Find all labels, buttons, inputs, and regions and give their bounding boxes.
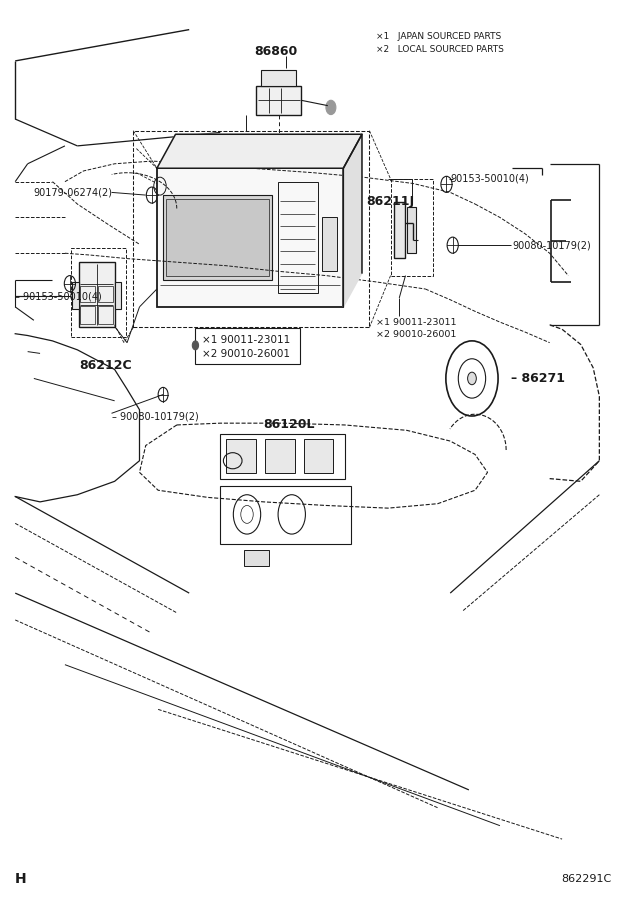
Bar <box>72 282 78 309</box>
Text: – 90080-10179(2): – 90080-10179(2) <box>112 411 198 421</box>
Bar <box>303 439 334 473</box>
Bar <box>71 248 126 338</box>
Bar <box>220 434 345 479</box>
Bar <box>134 130 369 328</box>
Text: 86120L: 86120L <box>263 418 314 431</box>
Bar <box>80 286 95 302</box>
Text: 90153-50010(4): 90153-50010(4) <box>450 174 529 184</box>
Bar <box>407 207 416 253</box>
Polygon shape <box>157 134 362 168</box>
Text: 86212C: 86212C <box>79 358 132 372</box>
Bar <box>196 328 300 364</box>
Bar <box>261 70 296 86</box>
Text: 90080-10179(2): 90080-10179(2) <box>512 240 591 250</box>
Circle shape <box>192 341 199 350</box>
Text: 86860: 86860 <box>255 46 298 58</box>
Text: 86211J: 86211J <box>366 194 414 208</box>
Bar <box>322 218 337 271</box>
Bar <box>157 168 344 307</box>
Bar <box>115 282 121 309</box>
Bar <box>394 202 406 257</box>
Bar <box>391 179 433 275</box>
Text: 90179-06274(2): 90179-06274(2) <box>34 187 113 197</box>
Bar <box>265 439 295 473</box>
Text: ×1 90011-23011: ×1 90011-23011 <box>376 318 456 327</box>
Text: ×2   LOCAL SOURCED PARTS: ×2 LOCAL SOURCED PARTS <box>376 45 503 54</box>
Bar <box>166 199 270 276</box>
Bar <box>220 486 350 544</box>
Bar <box>226 439 256 473</box>
Circle shape <box>468 373 477 384</box>
Bar <box>98 286 113 302</box>
Bar <box>78 262 115 327</box>
Text: ×2 90010-26001: ×2 90010-26001 <box>202 349 290 359</box>
Text: ×1 90011-23011: ×1 90011-23011 <box>202 335 290 345</box>
Bar <box>98 306 113 324</box>
Bar <box>278 182 319 293</box>
Bar <box>80 306 95 324</box>
Text: – 90153-50010(4): – 90153-50010(4) <box>15 292 102 302</box>
Bar <box>163 195 272 280</box>
Text: – 86271: – 86271 <box>511 372 565 385</box>
Text: 862291C: 862291C <box>562 874 612 885</box>
Bar <box>244 550 269 566</box>
Polygon shape <box>344 134 362 307</box>
Bar <box>256 86 301 114</box>
Circle shape <box>326 100 336 114</box>
Text: ×1   JAPAN SOURCED PARTS: ×1 JAPAN SOURCED PARTS <box>376 32 501 41</box>
Text: H: H <box>15 872 27 886</box>
Text: ×2 90010-26001: ×2 90010-26001 <box>376 330 456 339</box>
